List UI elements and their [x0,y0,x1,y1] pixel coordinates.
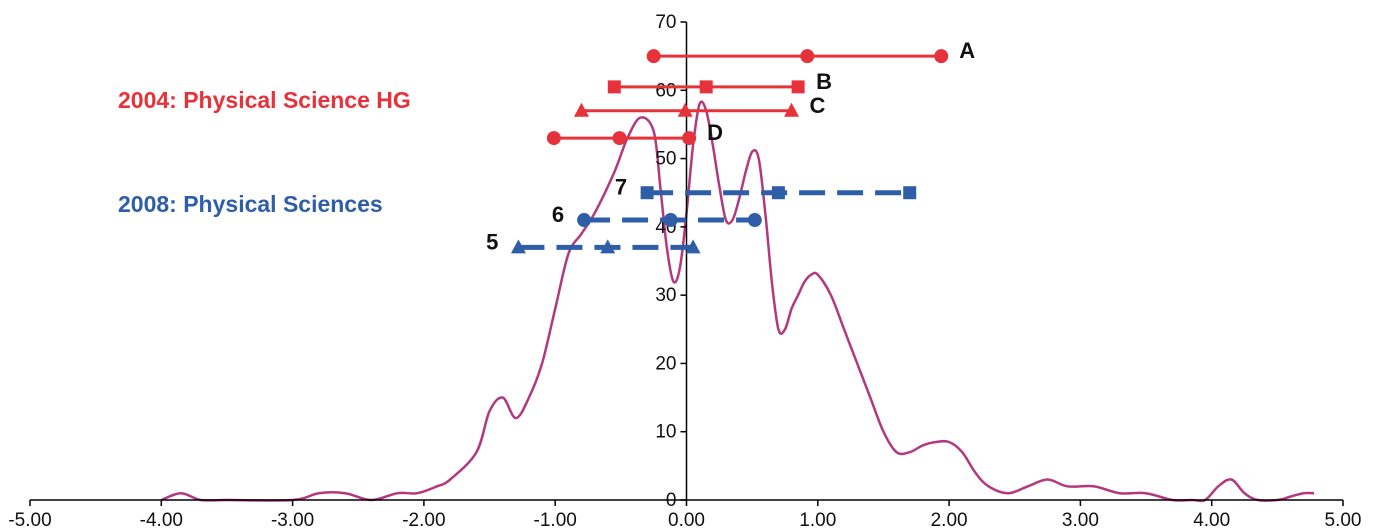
square-marker [640,186,654,200]
x-tick-label: -2.00 [402,510,445,531]
x-tick-label: 1.00 [799,510,836,531]
x-tick-label: -4.00 [140,510,183,531]
x-tick-label: -5.00 [8,510,51,531]
circle-marker [577,213,592,228]
square-marker [903,186,917,200]
triangle-marker [685,239,701,254]
triangle-marker [784,102,800,117]
y-tick-label: 0 [666,490,677,511]
circle-marker [612,131,627,146]
y-tick-label: 50 [655,149,676,170]
y-tick-label: 30 [655,285,676,306]
circle-marker [663,213,678,228]
range-label-B: B [816,69,832,94]
x-tick-label: 2.00 [931,510,968,531]
axes-layer: -5.00 -4.00 -3.00 -2.00 -1.00 0.00 1.00 2.00 3.0… [8,12,1361,531]
triangle-marker [573,102,589,117]
circle-marker [934,49,949,64]
x-tick-label: -3.00 [271,510,314,531]
square-marker [607,80,621,94]
triangle-marker [600,239,616,254]
distribution-layer [160,100,1315,503]
circle-marker [747,213,762,228]
x-tick-label: 5.00 [1325,510,1362,531]
range-label-6: 6 [552,202,564,227]
x-tick-label: 0.00 [668,510,705,531]
square-marker [791,80,805,94]
triangle-marker [510,239,526,254]
y-tick-label: 10 [655,422,676,443]
y-tick-label: 60 [655,80,676,101]
x-tick-label: 3.00 [1062,510,1099,531]
group-titles: 2004: Physical Science HG 2008: Physical … [118,87,411,217]
range-label-D: D [707,120,723,145]
circle-marker [646,49,661,64]
y-tick-label: 20 [655,353,676,374]
x-tick-label: -1.00 [534,510,577,531]
circle-marker [800,49,815,64]
group-title-2: 2008: Physical Sciences [118,191,383,217]
y-tick-label: 70 [655,12,676,33]
distribution-curve [160,100,1315,503]
range-label-5: 5 [486,229,498,254]
x-tick-label: 4.00 [1193,510,1230,531]
labels-layer: A BC D 7 6 5 [486,38,975,254]
circle-marker [682,131,697,146]
ranges-layer [510,49,949,254]
range-label-A: A [959,38,975,63]
range-label-C: C [810,93,826,118]
square-marker [699,80,713,94]
group-title-1: 2004: Physical Science HG [118,87,411,113]
range-label-7: 7 [615,175,627,200]
square-marker [771,186,785,200]
circle-marker [546,131,561,146]
triangle-marker [677,102,693,117]
